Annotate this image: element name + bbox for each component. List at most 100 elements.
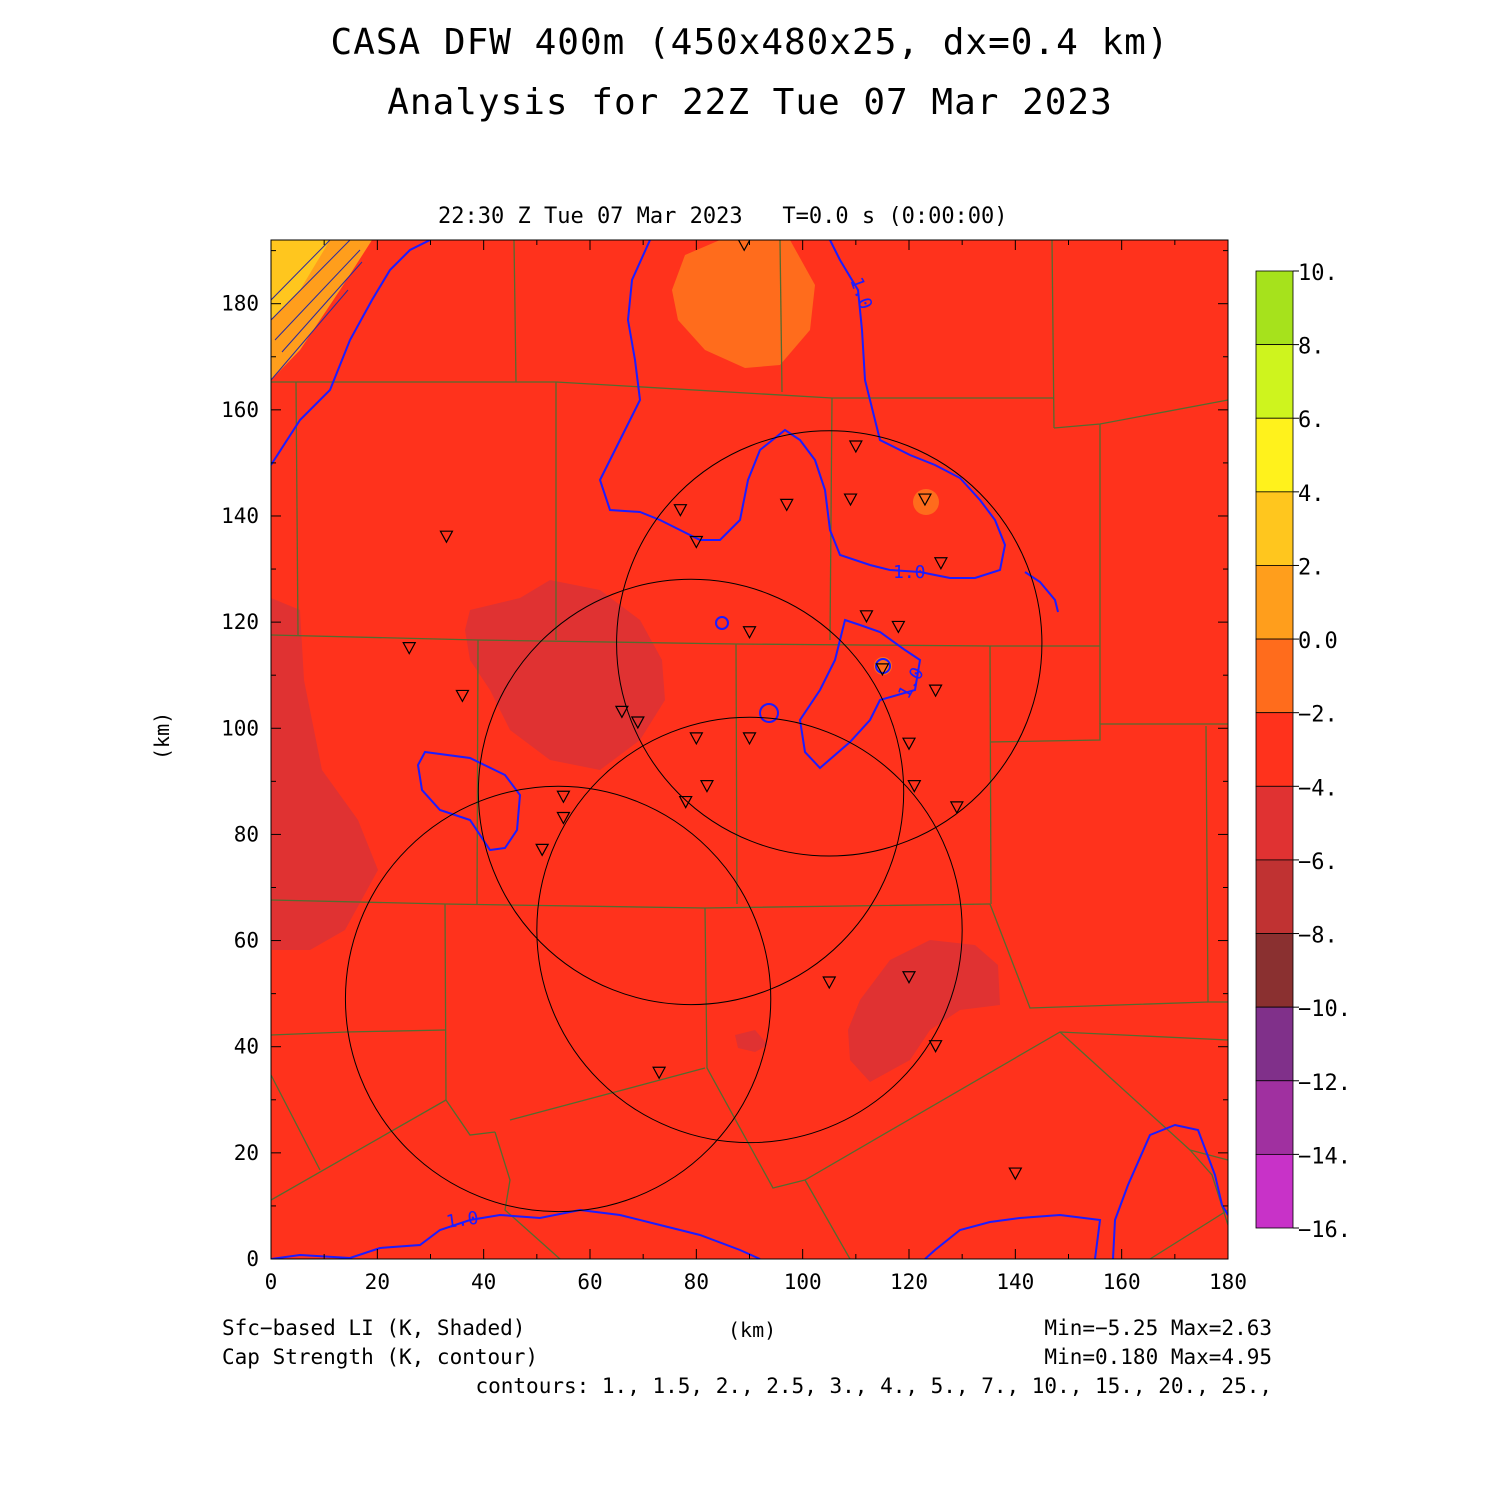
contour-levels: contours: 1., 1.5, 2., 2.5, 3., 4., 5., … [475, 1374, 1272, 1398]
chart-subtitle: Analysis for 22Z Tue 07 Mar 2023 [387, 82, 1113, 123]
colorbar-swatch [1255, 491, 1294, 566]
colorbar-label: −10. [1298, 997, 1351, 1022]
colorbar-label: 10. [1298, 261, 1338, 286]
colorbar-label: 0.0 [1298, 629, 1338, 654]
station-marker [901, 971, 917, 984]
colorbar-label: 2. [1298, 555, 1325, 580]
colorbar-swatch [1255, 1080, 1294, 1155]
colorbar-swatch [1255, 712, 1294, 787]
station-marker [689, 535, 704, 549]
station-marker [891, 620, 906, 634]
station-marker [678, 795, 693, 809]
station-marker [742, 732, 757, 746]
y-tick-label: 100 [221, 716, 259, 740]
y-tick-label: 60 [234, 929, 259, 953]
x-tick-labels: 0 20 40 60 80 100 120 140 160 180 [265, 1270, 1247, 1294]
station-marker [917, 493, 932, 507]
radar-ring [536, 716, 963, 1144]
x-tick-label: 140 [996, 1270, 1034, 1294]
colorbar-swatch [1255, 344, 1294, 419]
station-marker [843, 493, 858, 507]
colorbar-swatch [1255, 270, 1294, 346]
station-marker [402, 642, 417, 655]
station-marker [928, 684, 943, 698]
colorbar-swatch [1255, 785, 1294, 861]
y-tick-label: 40 [234, 1035, 259, 1059]
station-marker [848, 440, 863, 454]
x-tick-label: 40 [471, 1270, 496, 1294]
x-axis-label: (km) [728, 1318, 777, 1342]
station-marker [630, 716, 645, 730]
station-marker [742, 626, 757, 639]
li-region-west [271, 598, 378, 950]
axis-ticks [270, 240, 1229, 1260]
contour-label: 1.0 [893, 562, 926, 583]
y-tick-labels: 0 20 40 60 80 100 120 140 160 180 [221, 292, 259, 1271]
colorbar-label: −16. [1298, 1218, 1351, 1243]
station-marker [737, 240, 751, 252]
y-tick-label: 20 [234, 1141, 259, 1165]
y-tick-label: 0 [246, 1247, 259, 1271]
station-marker [875, 663, 890, 677]
x-tick-label: 180 [1209, 1270, 1247, 1294]
colorbar: 10. 8. 6. 4. 2. 0.0 −2. −4. −6. −8. −10. −12. −14. −1… [1255, 261, 1351, 1243]
colorbar-label: −8. [1298, 924, 1338, 949]
station-marker [556, 790, 571, 804]
station-marker [673, 504, 688, 517]
cap-contours [271, 240, 1228, 1259]
radar-ring [344, 785, 772, 1213]
colorbar-swatch [1255, 1006, 1294, 1082]
chart-title: CASA DFW 400m (450x480x25, dx=0.4 km) [330, 22, 1170, 63]
colorbar-label: 6. [1298, 408, 1325, 433]
li-region-nw-corner-2 [271, 240, 330, 320]
station-marker [901, 737, 917, 751]
colorbar-label: −2. [1298, 703, 1338, 728]
station-marker [455, 689, 470, 703]
station-marker [439, 530, 454, 544]
colorbar-swatch [1255, 933, 1294, 1008]
li-region-central [465, 580, 665, 770]
colorbar-label: 8. [1298, 335, 1325, 360]
county-lines [271, 240, 1228, 1259]
contour-label: 1.0 [445, 1208, 480, 1233]
radar-ring [477, 578, 905, 1006]
radar-ring [616, 430, 1043, 857]
li-region-small [735, 1030, 768, 1052]
colorbar-label: 4. [1298, 482, 1325, 507]
station-marker [652, 1066, 667, 1080]
station-marker [556, 811, 571, 825]
y-tick-label: 120 [221, 610, 259, 634]
y-tick-label: 160 [221, 398, 259, 422]
li-region-southeast [848, 940, 1000, 1082]
colorbar-label: −12. [1298, 1071, 1351, 1096]
station-marker [689, 732, 704, 746]
colorbar-swatch [1255, 1153, 1294, 1229]
station-marker [1008, 1167, 1023, 1181]
y-tick-label: 180 [221, 292, 259, 316]
x-tick-label: 160 [1103, 1270, 1141, 1294]
x-tick-label: 60 [577, 1270, 602, 1294]
station-marker [928, 1040, 943, 1053]
radar-range-rings [344, 430, 1043, 1213]
colorbar-label: −4. [1298, 776, 1338, 801]
station-marker [949, 801, 964, 815]
y-tick-label: 80 [234, 822, 259, 846]
x-tick-label: 100 [784, 1270, 822, 1294]
x-tick-label: 120 [890, 1270, 928, 1294]
colorbar-swatch [1255, 417, 1294, 493]
y-tick-label: 140 [221, 504, 259, 528]
x-tick-label: 0 [265, 1270, 278, 1294]
contour-minmax: Min=0.180 Max=4.95 [1044, 1345, 1272, 1369]
colorbar-label: −14. [1298, 1144, 1351, 1169]
station-marker [933, 557, 948, 570]
station-marker [859, 610, 874, 624]
station-marker [699, 780, 714, 793]
colorbar-label: −6. [1298, 850, 1338, 875]
contour-field-label: Cap Strength (K, contour) [222, 1345, 539, 1369]
hatch-lines [271, 240, 363, 381]
colorbar-swatch [1255, 638, 1294, 714]
station-markers [402, 240, 1023, 1181]
station-marker [907, 780, 922, 793]
valid-time-label: 22:30 Z Tue 07 Mar 2023 T=0.0 s (0:00:00… [438, 204, 1008, 229]
